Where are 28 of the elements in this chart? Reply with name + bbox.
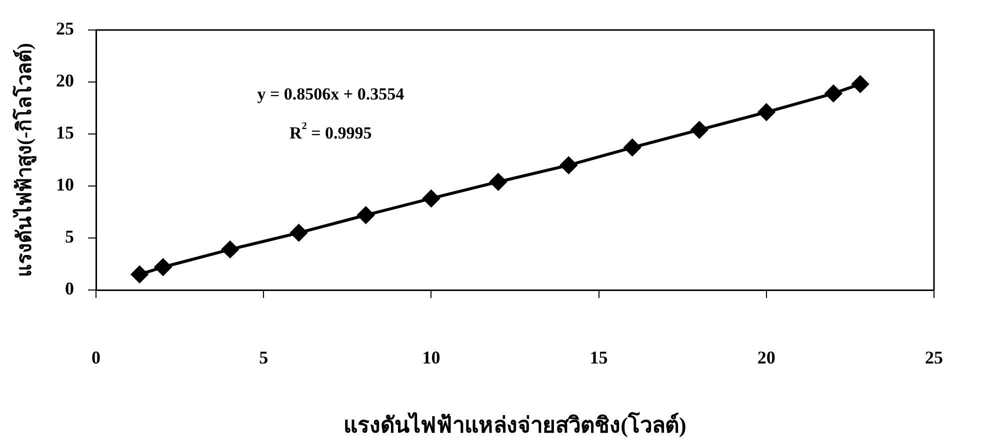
point xyxy=(560,156,578,174)
point xyxy=(490,173,507,190)
point xyxy=(690,121,708,138)
point xyxy=(290,224,308,242)
annotation: y = 0.8506x + 0.3554 xyxy=(257,84,405,104)
point xyxy=(154,258,172,276)
x-tick-label: 25 xyxy=(925,347,943,368)
y-tick-label: 15 xyxy=(56,122,74,143)
point xyxy=(624,139,641,156)
y-tick-label: 20 xyxy=(56,70,74,91)
x-tick-label: 15 xyxy=(590,347,608,368)
y-tick-label: 25 xyxy=(56,18,74,39)
y-tick-label: 5 xyxy=(65,226,74,247)
point xyxy=(222,240,239,258)
x-tick-label: 0 xyxy=(92,347,100,368)
point xyxy=(357,206,374,224)
point xyxy=(824,84,842,102)
y-axis-title: แรงดันไฟฟ้าสูง(-กิโลโวลต์) xyxy=(12,43,38,277)
x-tick-label: 10 xyxy=(422,347,440,368)
y-tick-label: 10 xyxy=(56,174,74,195)
x-tick-label: 5 xyxy=(259,347,268,368)
point xyxy=(758,104,775,121)
x-tick-label: 20 xyxy=(757,347,776,368)
x-axis-title: แรงดันไฟฟ้าแหล่งจ่ายสวิตชิง(โวลต์) xyxy=(344,411,686,438)
point xyxy=(131,266,148,283)
point xyxy=(422,190,440,207)
point xyxy=(852,76,869,93)
y-tick-label: 0 xyxy=(65,278,74,299)
